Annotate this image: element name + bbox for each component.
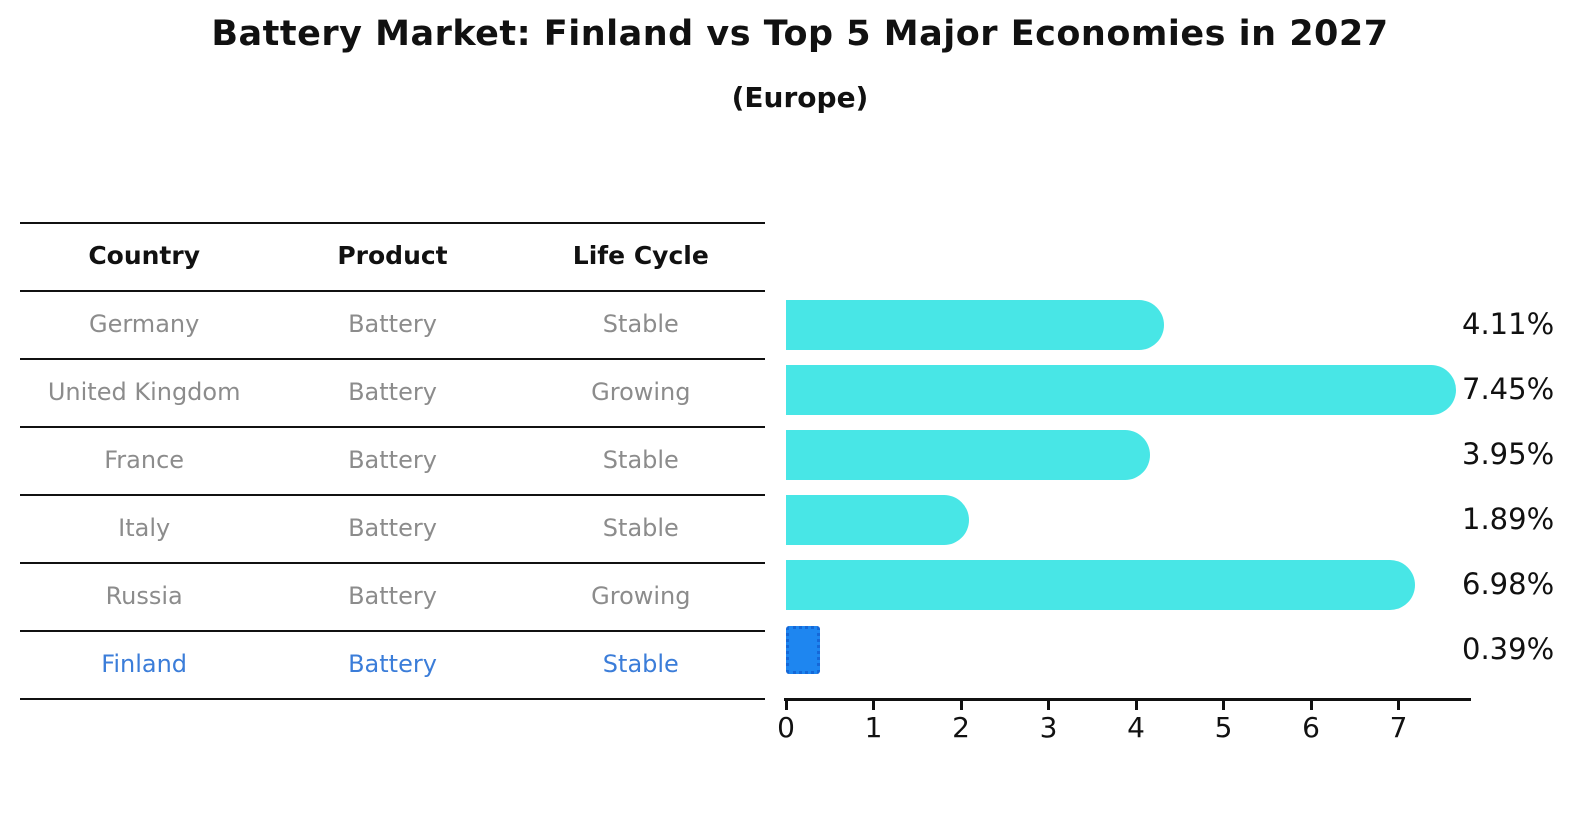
x-tick-mark-2 bbox=[959, 701, 963, 710]
value-label-russia: 6.98% bbox=[1462, 567, 1555, 601]
country-table-body: Germany Battery Stable United Kingdom Batter… bbox=[20, 292, 765, 700]
table-row-france: France Battery Stable bbox=[20, 426, 765, 494]
country-table-header: Country Product Life Cycle bbox=[20, 222, 765, 292]
table-cell-life-cycle: Growing bbox=[591, 582, 691, 610]
table-row-united-kingdom: United Kingdom Battery Growing bbox=[20, 358, 765, 426]
value-label-finland: 0.39% bbox=[1462, 632, 1555, 666]
x-tick-label-4: 4 bbox=[1127, 711, 1145, 744]
bar-russia bbox=[786, 560, 1415, 610]
table-cell-life-cycle: Stable bbox=[602, 514, 679, 542]
x-tick-mark-5 bbox=[1222, 701, 1225, 710]
value-label-united-kingdom: 7.45% bbox=[1462, 372, 1555, 406]
x-tick-label-6: 6 bbox=[1302, 711, 1320, 744]
table-cell-country: France bbox=[104, 446, 185, 474]
x-tick-label-5: 5 bbox=[1214, 711, 1233, 744]
bar-france bbox=[786, 430, 1150, 480]
table-cell-country: United Kingdom bbox=[47, 378, 241, 406]
x-tick-label-7: 7 bbox=[1389, 711, 1408, 744]
value-label-italy: 1.89% bbox=[1462, 502, 1555, 536]
column-header-life-cycle: Life Cycle bbox=[572, 241, 709, 270]
table-cell-life-cycle: Growing bbox=[591, 378, 691, 406]
x-tick-label-1: 1 bbox=[864, 711, 883, 744]
x-tick-mark-4 bbox=[1134, 701, 1138, 710]
x-tick-mark-3 bbox=[1047, 701, 1050, 710]
bar-germany bbox=[786, 300, 1164, 350]
country-table: Country Product Life Cycle Germany Battery S… bbox=[20, 222, 765, 700]
table-cell-country: Germany bbox=[89, 310, 200, 338]
bar-italy bbox=[786, 495, 969, 545]
table-row-germany: Germany Battery Stable bbox=[20, 292, 765, 358]
table-cell-country: Russia bbox=[105, 582, 183, 610]
table-cell-product: Battery bbox=[348, 582, 437, 610]
column-header-product: Product bbox=[337, 241, 448, 270]
page-subtitle: (Europe) bbox=[731, 81, 869, 114]
x-tick-label-3: 3 bbox=[1039, 711, 1058, 744]
table-cell-product: Battery bbox=[348, 310, 437, 338]
column-header-country: Country bbox=[88, 241, 201, 270]
x-tick-label-0: 0 bbox=[777, 711, 795, 744]
x-axis-line bbox=[784, 698, 1471, 701]
x-tick-mark-7 bbox=[1397, 701, 1400, 710]
table-cell-country: Italy bbox=[118, 514, 171, 542]
table-row-russia: Russia Battery Growing bbox=[20, 562, 765, 630]
value-label-france: 3.95% bbox=[1462, 437, 1555, 471]
table-cell-life-cycle: Stable bbox=[602, 650, 679, 678]
bar-united-kingdom bbox=[786, 365, 1456, 415]
table-cell-product: Battery bbox=[348, 650, 437, 678]
table-row-italy: Italy Battery Stable bbox=[20, 494, 765, 562]
table-row-finland: Finland Battery Stable bbox=[20, 630, 765, 700]
x-tick-label-2: 2 bbox=[952, 711, 970, 744]
x-tick-mark-6 bbox=[1309, 701, 1313, 710]
table-cell-country: Finland bbox=[101, 650, 188, 678]
table-cell-product: Battery bbox=[348, 378, 437, 406]
bar-finland bbox=[786, 626, 820, 674]
table-cell-life-cycle: Stable bbox=[602, 310, 679, 338]
table-cell-product: Battery bbox=[348, 446, 437, 474]
table-cell-product: Battery bbox=[348, 514, 437, 542]
table-cell-life-cycle: Stable bbox=[602, 446, 679, 474]
x-tick-mark-1 bbox=[872, 701, 875, 710]
page-title: Battery Market: Finland vs Top 5 Major E… bbox=[211, 14, 1389, 54]
value-label-germany: 4.11% bbox=[1462, 307, 1555, 341]
x-tick-mark-0 bbox=[784, 701, 788, 710]
